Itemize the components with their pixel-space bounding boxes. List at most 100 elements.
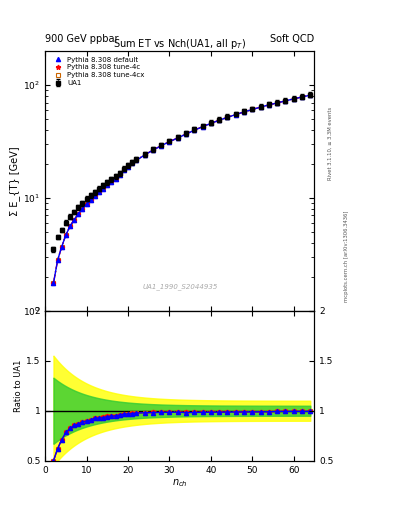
Pythia 8.308 tune-4cx bbox=[68, 223, 72, 229]
Pythia 8.308 tune-4c bbox=[275, 100, 279, 106]
Pythia 8.308 tune-4cx bbox=[84, 201, 89, 207]
Text: Soft QCD: Soft QCD bbox=[270, 33, 314, 44]
Pythia 8.308 tune-4cx bbox=[64, 232, 68, 238]
Pythia 8.308 default bbox=[68, 223, 72, 229]
Pythia 8.308 default bbox=[275, 100, 279, 106]
Pythia 8.308 tune-4c bbox=[192, 127, 196, 133]
Pythia 8.308 tune-4c bbox=[118, 172, 122, 178]
Pythia 8.308 tune-4cx bbox=[151, 147, 155, 153]
Pythia 8.308 tune-4cx bbox=[97, 189, 101, 195]
Pythia 8.308 tune-4c bbox=[84, 201, 89, 207]
Pythia 8.308 tune-4c bbox=[55, 257, 60, 263]
Pythia 8.308 tune-4c bbox=[258, 104, 263, 110]
Pythia 8.308 tune-4c bbox=[242, 109, 246, 115]
Pythia 8.308 tune-4c bbox=[76, 211, 81, 217]
Pythia 8.308 tune-4c bbox=[113, 176, 118, 182]
Pythia 8.308 default bbox=[299, 94, 304, 100]
Pythia 8.308 tune-4cx bbox=[76, 211, 81, 217]
Pythia 8.308 default bbox=[84, 201, 89, 207]
Pythia 8.308 default bbox=[97, 189, 101, 196]
Pythia 8.308 tune-4c bbox=[68, 223, 72, 229]
Pythia 8.308 tune-4c bbox=[250, 106, 255, 113]
Pythia 8.308 tune-4cx bbox=[217, 117, 222, 123]
Pythia 8.308 tune-4c bbox=[299, 94, 304, 100]
Pythia 8.308 default bbox=[109, 179, 114, 185]
Y-axis label: Ratio to UA1: Ratio to UA1 bbox=[14, 359, 23, 412]
Pythia 8.308 tune-4c bbox=[80, 206, 85, 212]
Pythia 8.308 default bbox=[184, 131, 188, 137]
Pythia 8.308 default bbox=[242, 109, 246, 115]
Pythia 8.308 tune-4cx bbox=[51, 280, 56, 286]
Text: Rivet 3.1.10, ≥ 3.3M events: Rivet 3.1.10, ≥ 3.3M events bbox=[328, 106, 333, 180]
Pythia 8.308 tune-4c bbox=[142, 152, 147, 158]
Text: 900 GeV ppbar: 900 GeV ppbar bbox=[45, 33, 119, 44]
Pythia 8.308 default bbox=[250, 106, 255, 113]
Pythia 8.308 default bbox=[134, 157, 139, 163]
Pythia 8.308 default bbox=[121, 167, 126, 173]
Pythia 8.308 tune-4c bbox=[159, 142, 163, 148]
Pythia 8.308 tune-4cx bbox=[126, 163, 130, 169]
Pythia 8.308 tune-4c bbox=[209, 120, 213, 126]
Line: Pythia 8.308 tune-4c: Pythia 8.308 tune-4c bbox=[51, 93, 313, 286]
Pythia 8.308 default bbox=[167, 139, 172, 145]
Pythia 8.308 tune-4cx bbox=[283, 98, 288, 104]
X-axis label: $n_{ch}$: $n_{ch}$ bbox=[172, 477, 188, 489]
Pythia 8.308 tune-4c bbox=[126, 163, 130, 169]
Text: mcplots.cern.ch [arXiv:1306.3436]: mcplots.cern.ch [arXiv:1306.3436] bbox=[344, 210, 349, 302]
Pythia 8.308 tune-4c bbox=[266, 102, 271, 108]
Pythia 8.308 tune-4cx bbox=[308, 92, 312, 98]
Pythia 8.308 tune-4cx bbox=[88, 197, 93, 203]
Pythia 8.308 default bbox=[258, 104, 263, 110]
Pythia 8.308 tune-4cx bbox=[275, 100, 279, 106]
Pythia 8.308 default bbox=[233, 112, 238, 118]
Pythia 8.308 tune-4c bbox=[151, 147, 155, 153]
Pythia 8.308 tune-4cx bbox=[209, 120, 213, 126]
Pythia 8.308 tune-4cx bbox=[101, 185, 106, 191]
Pythia 8.308 tune-4c bbox=[101, 185, 106, 191]
Pythia 8.308 tune-4cx bbox=[118, 172, 122, 178]
Pythia 8.308 default bbox=[80, 206, 85, 212]
Pythia 8.308 tune-4cx bbox=[59, 244, 64, 250]
Pythia 8.308 tune-4c bbox=[283, 98, 288, 104]
Pythia 8.308 tune-4c bbox=[59, 244, 64, 250]
Pythia 8.308 default bbox=[266, 102, 271, 108]
Title: Sum ET vs Nch(UA1, all p$_T$): Sum ET vs Nch(UA1, all p$_T$) bbox=[113, 37, 246, 51]
Pythia 8.308 default bbox=[217, 117, 222, 123]
Pythia 8.308 tune-4c bbox=[167, 139, 172, 145]
Pythia 8.308 default bbox=[151, 147, 155, 153]
Pythia 8.308 default bbox=[283, 98, 288, 104]
Pythia 8.308 default bbox=[126, 164, 130, 170]
Pythia 8.308 tune-4c bbox=[200, 123, 205, 130]
Pythia 8.308 tune-4cx bbox=[175, 135, 180, 141]
Pythia 8.308 default bbox=[64, 232, 68, 238]
Pythia 8.308 tune-4cx bbox=[291, 96, 296, 102]
Pythia 8.308 tune-4cx bbox=[130, 160, 134, 166]
Pythia 8.308 default bbox=[130, 160, 134, 166]
Pythia 8.308 tune-4cx bbox=[121, 167, 126, 173]
Pythia 8.308 tune-4cx bbox=[200, 123, 205, 130]
Pythia 8.308 default bbox=[72, 217, 77, 223]
Pythia 8.308 tune-4cx bbox=[233, 112, 238, 118]
Pythia 8.308 tune-4cx bbox=[113, 176, 118, 182]
Pythia 8.308 tune-4c bbox=[130, 160, 134, 166]
Pythia 8.308 default bbox=[51, 280, 56, 286]
Pythia 8.308 default bbox=[92, 193, 97, 199]
Pythia 8.308 default bbox=[200, 123, 205, 130]
Pythia 8.308 default bbox=[118, 173, 122, 179]
Pythia 8.308 tune-4c bbox=[51, 280, 56, 286]
Pythia 8.308 tune-4c bbox=[184, 131, 188, 137]
Pythia 8.308 tune-4cx bbox=[134, 157, 139, 163]
Pythia 8.308 default bbox=[175, 135, 180, 141]
Pythia 8.308 tune-4cx bbox=[258, 104, 263, 110]
Pythia 8.308 tune-4c bbox=[225, 114, 230, 120]
Legend: Pythia 8.308 default, Pythia 8.308 tune-4c, Pythia 8.308 tune-4cx, UA1: Pythia 8.308 default, Pythia 8.308 tune-… bbox=[49, 55, 147, 88]
Pythia 8.308 tune-4c bbox=[121, 167, 126, 173]
Pythia 8.308 tune-4c bbox=[109, 179, 114, 185]
Pythia 8.308 tune-4c bbox=[291, 96, 296, 102]
Pythia 8.308 tune-4cx bbox=[184, 131, 188, 137]
Pythia 8.308 tune-4c bbox=[308, 92, 312, 98]
Pythia 8.308 default bbox=[142, 152, 147, 158]
Pythia 8.308 tune-4c bbox=[105, 182, 110, 188]
Pythia 8.308 tune-4cx bbox=[250, 106, 255, 113]
Y-axis label: Σ E_{T} [GeV]: Σ E_{T} [GeV] bbox=[9, 146, 20, 216]
